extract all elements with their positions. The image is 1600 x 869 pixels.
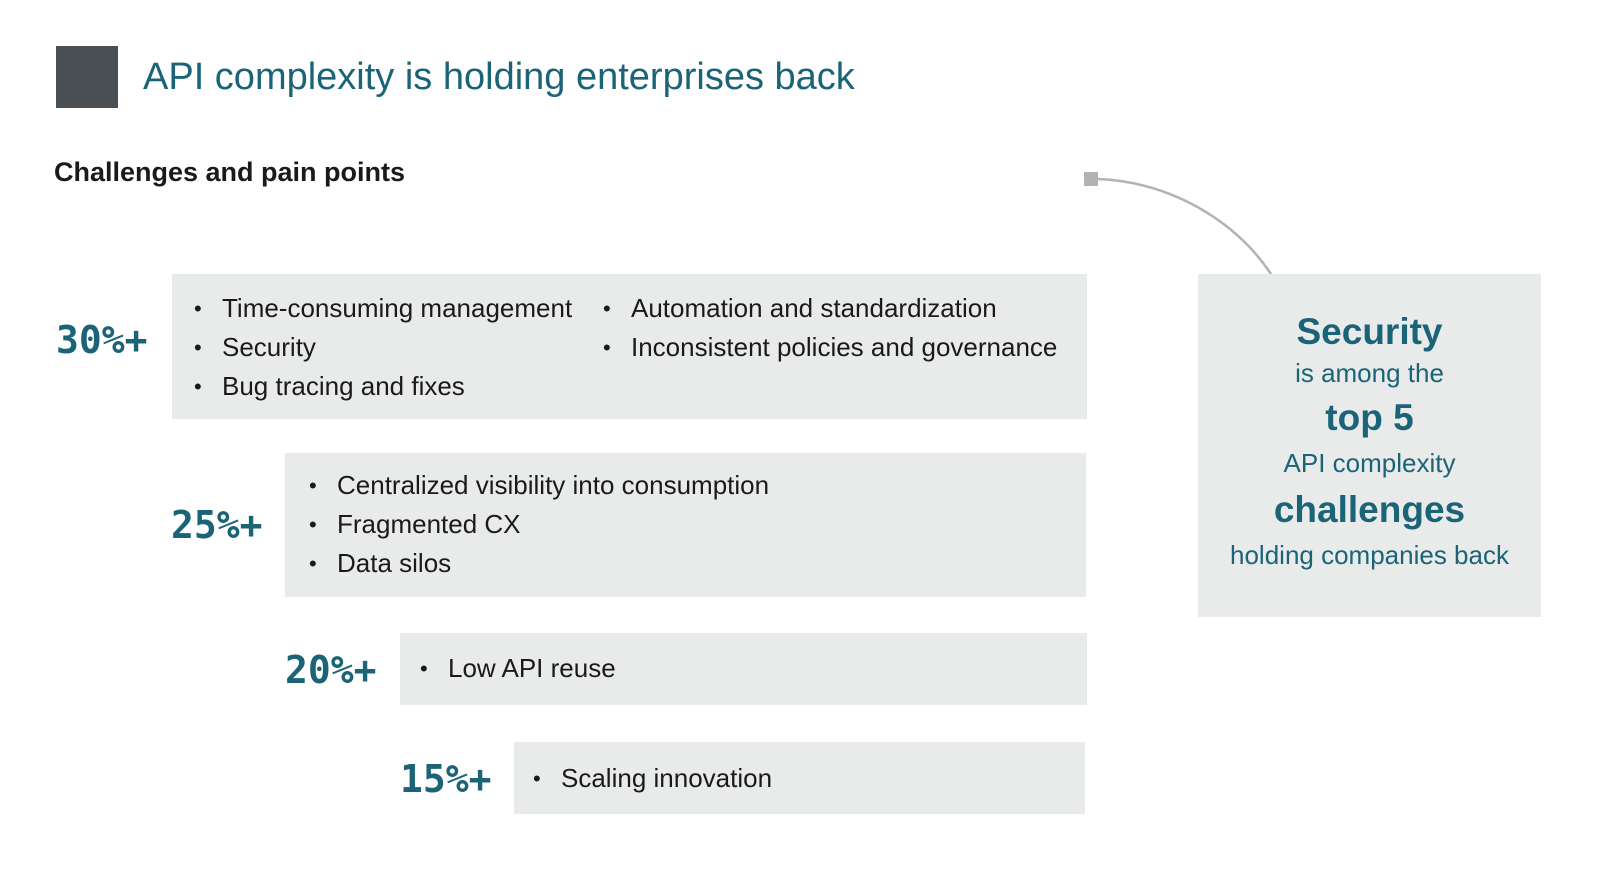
connector-curve	[1097, 177, 1273, 275]
callout-line-6: holding companies back	[1230, 540, 1509, 570]
tier-percent-label: 30%+	[56, 318, 148, 362]
challenge-item-label: Bug tracing and fixes	[222, 371, 465, 401]
bullet-icon: •	[194, 374, 202, 399]
tier-column: • Scaling innovation	[533, 759, 772, 798]
bullet-icon: •	[309, 512, 317, 537]
challenge-item: • Time-consuming management	[194, 289, 572, 328]
challenge-item: • Data silos	[309, 544, 769, 583]
callout-line-3: top 5	[1325, 397, 1414, 438]
bullet-icon: •	[603, 335, 611, 360]
connector-anchor-square	[1084, 172, 1098, 186]
tier-column: • Low API reuse	[420, 649, 616, 688]
tier-percent-label: 25%+	[171, 503, 263, 547]
challenge-item: • Low API reuse	[420, 649, 616, 688]
challenge-item: • Fragmented CX	[309, 505, 769, 544]
tier-column: • Centralized visibility into consumption…	[309, 466, 769, 583]
tier-percent-label: 15%+	[400, 757, 492, 801]
challenge-item: • Scaling innovation	[533, 759, 772, 798]
tier-box: • Scaling innovation	[514, 742, 1085, 814]
tier-box: • Low API reuse	[400, 633, 1087, 705]
title-square	[56, 46, 118, 108]
bullet-icon: •	[309, 473, 317, 498]
callout-line-4: API complexity	[1283, 448, 1456, 478]
bullet-icon: •	[194, 296, 202, 321]
tier-column: • Automation and standardization • Inconsis…	[603, 289, 1057, 367]
challenge-item-label: Security	[222, 332, 316, 362]
challenge-item-label: Centralized visibility into consumption	[337, 470, 770, 500]
challenge-item: • Bug tracing and fixes	[194, 367, 572, 406]
challenge-item-label: Scaling innovation	[561, 763, 773, 793]
bullet-icon: •	[194, 335, 202, 360]
bullet-icon: •	[420, 656, 428, 681]
tier-box: • Time-consuming management • Security • Bug …	[172, 274, 1087, 419]
challenge-item: • Automation and standardization	[603, 289, 1057, 328]
challenge-item-label: Fragmented CX	[337, 509, 521, 539]
tier-percent-label: 20%+	[285, 648, 377, 692]
challenge-item-label: Data silos	[337, 548, 452, 578]
challenge-item: • Security	[194, 328, 572, 367]
callout-line-5: challenges	[1273, 489, 1466, 530]
tier-column: • Time-consuming management • Security • Bug …	[194, 289, 572, 406]
challenge-item-label: Automation and standardization	[631, 293, 997, 323]
callout-line-2: is among the	[1295, 358, 1444, 388]
bullet-icon: •	[603, 296, 611, 321]
section-subtitle: Challenges and pain points	[54, 157, 406, 187]
challenge-item: • Inconsistent policies and governance	[603, 328, 1057, 367]
tier-box: • Centralized visibility into consumption…	[285, 453, 1086, 597]
bullet-icon: •	[309, 551, 317, 576]
challenge-item-label: Low API reuse	[448, 653, 616, 683]
callout-box: Security is among the top 5 API complexi…	[1198, 274, 1541, 617]
challenge-item-label: Inconsistent policies and governance	[631, 332, 1058, 362]
challenge-item: • Centralized visibility into consumption	[309, 466, 769, 505]
callout-line-1: Security	[1296, 311, 1443, 352]
bullet-icon: •	[533, 766, 541, 791]
challenge-item-label: Time-consuming management	[222, 293, 573, 323]
page-title: API complexity is holding enterprises ba…	[143, 56, 855, 98]
